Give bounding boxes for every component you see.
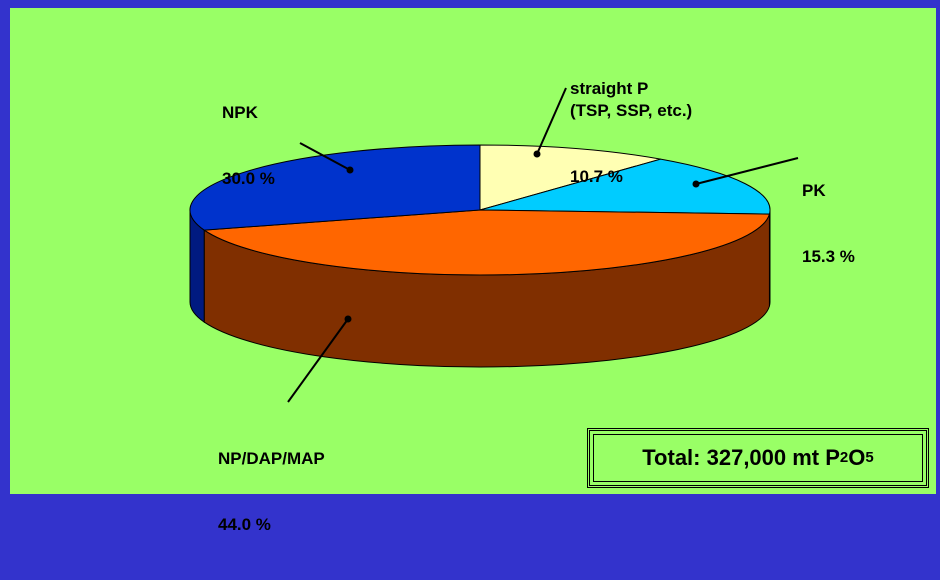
- label-npk-value: 30.0 %: [222, 169, 275, 188]
- leader-line-np-dap-map: [287, 318, 349, 403]
- leader-line-pk: [695, 157, 799, 185]
- leader-line-straight-p: [536, 87, 567, 155]
- pie-slice-pk: [479, 158, 771, 215]
- leader-lines: [287, 87, 799, 403]
- total-mid: O: [848, 445, 866, 470]
- label-np-dap-map: NP/DAP/MAP 44.0 %: [218, 404, 325, 580]
- pie-top: [189, 144, 771, 276]
- pie-slice-straight-p: [479, 144, 661, 211]
- leader-dot-npk: [346, 166, 354, 174]
- leader-dot-pk: [692, 180, 700, 188]
- total-text: Total: 327,000 mt P: [642, 445, 840, 470]
- pie-sides: [189, 209, 771, 368]
- label-straight-p-value: 10.7 %: [570, 167, 623, 186]
- label-pk: PK 15.3 %: [802, 136, 855, 312]
- label-pk-name: PK: [802, 181, 826, 200]
- label-pk-value: 15.3 %: [802, 247, 855, 266]
- label-npk: NPK 30.0 %: [222, 58, 275, 234]
- label-npk-name: NPK: [222, 103, 258, 122]
- label-straight-p: straight P (TSP, SSP, etc.) 10.7 %: [570, 34, 692, 232]
- label-np-dap-map-name: NP/DAP/MAP: [218, 449, 325, 468]
- pie-chart: [189, 87, 799, 403]
- leader-dot-straight-p: [533, 150, 541, 158]
- pie-slice-npk: [189, 144, 481, 231]
- label-np-dap-map-value: 44.0 %: [218, 515, 271, 534]
- leader-dot-np-dap-map: [344, 315, 352, 323]
- plot-area: NPK 30.0 % straight P (TSP, SSP, etc.) 1…: [10, 8, 936, 534]
- label-straight-p-name: straight P (TSP, SSP, etc.): [570, 79, 693, 120]
- pie-slice-np-dap-map: [202, 209, 771, 276]
- leader-line-npk: [299, 142, 351, 171]
